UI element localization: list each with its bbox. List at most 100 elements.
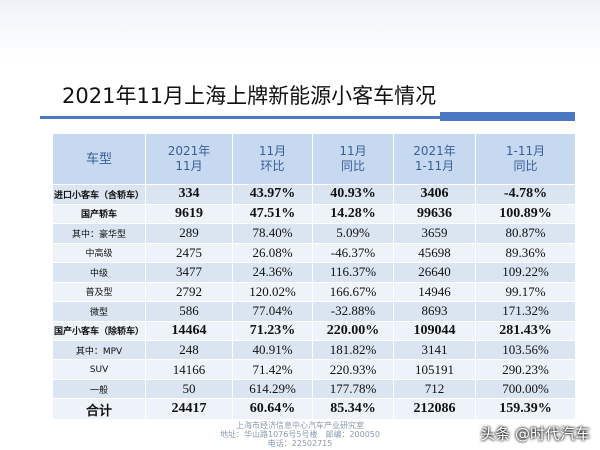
footer-line: 上海市经济信息中心汽车产业研究室 xyxy=(236,421,364,430)
value-cell: 116.37% xyxy=(312,262,394,283)
value-cell: 2792 xyxy=(145,281,233,303)
header-cell: 11月 同比 xyxy=(312,132,394,186)
table-row: 一般 50 614.29% 177.78% 712 700.00% xyxy=(52,378,576,400)
footer-line: 地址：华山路1076号5号楼 邮编：200050 xyxy=(220,430,380,439)
value-cell: 40.93% xyxy=(312,184,394,205)
value-cell: 109044 xyxy=(393,320,476,342)
header-line: 1-11月 xyxy=(505,144,546,159)
header-line: 2021年 xyxy=(167,144,211,159)
value-cell: 159.39% xyxy=(475,398,576,420)
value-cell: 181.82% xyxy=(312,339,394,361)
title-rule-accent xyxy=(440,112,575,121)
value-cell: 166.67% xyxy=(312,281,394,303)
header-cell: 车型 xyxy=(52,132,146,186)
header-line: 11月 xyxy=(339,144,367,159)
name-cell: 中高级 xyxy=(52,242,146,264)
value-cell: 220.93% xyxy=(312,359,394,380)
value-cell: 26.08% xyxy=(232,242,313,264)
header-cell: 11月 环比 xyxy=(232,132,313,186)
header-line: 11月 xyxy=(258,144,287,159)
table-row: 其中：MPV 248 40.91% 181.82% 3141 103.56% xyxy=(52,339,576,361)
value-cell: 14946 xyxy=(393,281,476,303)
header-line: 环比 xyxy=(260,159,285,174)
name-cell: 进口小客车（含轿车） xyxy=(52,184,146,205)
value-cell: 100.89% xyxy=(475,203,576,225)
value-cell: 99.17% xyxy=(475,281,576,303)
table-row: 国产小客车（除轿车） 14464 71.23% 220.00% 109044 281.43… xyxy=(52,320,576,342)
value-cell: 103.56% xyxy=(475,339,576,361)
value-cell: 99636 xyxy=(393,203,476,225)
name-cell: 国产轿车 xyxy=(52,203,146,225)
header-line: 1-11月 xyxy=(414,159,455,174)
name-cell: 国产小客车（除轿车） xyxy=(52,320,146,342)
value-cell: 3477 xyxy=(145,262,233,283)
value-cell: 14166 xyxy=(145,359,233,380)
value-cell: 220.00% xyxy=(312,320,394,342)
value-cell: 9619 xyxy=(145,203,233,225)
value-cell: 71.23% xyxy=(232,320,313,342)
value-cell: 60.64% xyxy=(232,398,313,420)
value-cell: 14.28% xyxy=(312,203,394,225)
watermark: 头条 @时代汽车 xyxy=(480,425,590,443)
header-cell: 2021年 11月 xyxy=(145,132,233,186)
value-cell: 212086 xyxy=(393,398,476,420)
name-cell: 合计 xyxy=(52,398,146,420)
value-cell: 289 xyxy=(145,223,233,244)
value-cell: 3659 xyxy=(393,223,476,244)
value-cell: 248 xyxy=(145,339,233,361)
value-cell: 89.36% xyxy=(475,242,576,264)
value-cell: 290.23% xyxy=(475,359,576,380)
name-cell: 其中：豪华型 xyxy=(52,223,146,244)
name-cell: 微型 xyxy=(52,301,146,322)
value-cell: 3406 xyxy=(393,184,476,205)
table-row: 微型 586 77.04% -32.88% 8693 171.32% xyxy=(52,301,576,322)
name-cell: 一般 xyxy=(52,378,146,400)
name-cell: SUV xyxy=(52,359,146,380)
value-cell: 586 xyxy=(145,301,233,322)
value-cell: 700.00% xyxy=(475,378,576,400)
value-cell: 40.91% xyxy=(232,339,313,361)
value-cell: -46.37% xyxy=(312,242,394,264)
value-cell: 26640 xyxy=(393,262,476,283)
top-band xyxy=(0,0,600,60)
value-cell: 177.78% xyxy=(312,378,394,400)
name-cell: 中级 xyxy=(52,262,146,283)
footer: 上海市经济信息中心汽车产业研究室 地址：华山路1076号5号楼 邮编：200050… xyxy=(0,421,600,448)
value-cell: 5.09% xyxy=(312,223,394,244)
header-cell: 2021年 1-11月 xyxy=(393,132,476,186)
header-line: 2021年 xyxy=(413,144,456,159)
value-cell: 50 xyxy=(145,378,233,400)
table-row: 国产轿车 9619 47.51% 14.28% 99636 100.89% xyxy=(52,203,576,225)
value-cell: 77.04% xyxy=(232,301,313,322)
value-cell: 105191 xyxy=(393,359,476,380)
name-cell: 普及型 xyxy=(52,281,146,303)
value-cell: 2475 xyxy=(145,242,233,264)
table-row: 中高级 2475 26.08% -46.37% 45698 89.36% xyxy=(52,242,576,264)
value-cell: 45698 xyxy=(393,242,476,264)
value-cell: 78.40% xyxy=(232,223,313,244)
value-cell: 8693 xyxy=(393,301,476,322)
table-row: 中级 3477 24.36% 116.37% 26640 109.22% xyxy=(52,262,576,283)
table-row: 普及型 2792 120.02% 166.67% 14946 99.17% xyxy=(52,281,576,303)
value-cell: -4.78% xyxy=(475,184,576,205)
value-cell: 47.51% xyxy=(232,203,313,225)
header-row: 车型 2021年 11月 11月 环比 11月 同比 2021年 1-11月 1-11月 同比 xyxy=(52,132,576,186)
title-rule xyxy=(40,116,575,119)
value-cell: 614.29% xyxy=(232,378,313,400)
value-cell: 43.97% xyxy=(232,184,313,205)
value-cell: 120.02% xyxy=(232,281,313,303)
value-cell: 85.34% xyxy=(312,398,394,420)
header-line: 同比 xyxy=(340,159,365,174)
value-cell: 712 xyxy=(393,378,476,400)
footer-line: 电话：22502715 xyxy=(267,439,333,448)
value-cell: 281.43% xyxy=(475,320,576,342)
value-cell: 24.36% xyxy=(232,262,313,283)
table-row: 其中：豪华型 289 78.40% 5.09% 3659 80.87% xyxy=(52,223,576,244)
value-cell: 334 xyxy=(145,184,233,205)
title: 2021年11月上海上牌新能源小客车情况 xyxy=(62,84,437,108)
value-cell: 109.22% xyxy=(475,262,576,283)
data-table: 车型 2021年 11月 11月 环比 11月 同比 2021年 1-11月 1-11月 同比 进口小… xyxy=(52,132,576,420)
table-row: 进口小客车（含轿车） 334 43.97% 40.93% 3406 -4.78% xyxy=(52,184,576,205)
value-cell: 24417 xyxy=(145,398,233,420)
